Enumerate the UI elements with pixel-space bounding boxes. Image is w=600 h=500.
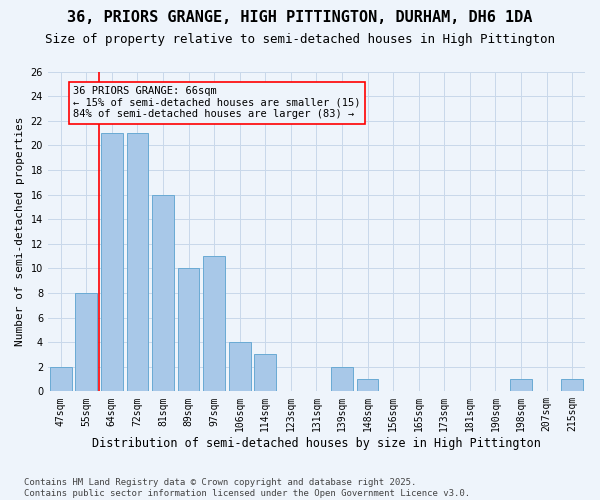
Bar bbox=[229, 342, 251, 392]
Bar bbox=[101, 133, 123, 392]
Bar bbox=[331, 366, 353, 392]
Bar bbox=[127, 133, 148, 392]
X-axis label: Distribution of semi-detached houses by size in High Pittington: Distribution of semi-detached houses by … bbox=[92, 437, 541, 450]
Bar bbox=[178, 268, 199, 392]
Text: Contains HM Land Registry data © Crown copyright and database right 2025.
Contai: Contains HM Land Registry data © Crown c… bbox=[24, 478, 470, 498]
Y-axis label: Number of semi-detached properties: Number of semi-detached properties bbox=[15, 116, 25, 346]
Text: Size of property relative to semi-detached houses in High Pittington: Size of property relative to semi-detach… bbox=[45, 32, 555, 46]
Bar bbox=[357, 379, 379, 392]
Bar bbox=[510, 379, 532, 392]
Text: 36, PRIORS GRANGE, HIGH PITTINGTON, DURHAM, DH6 1DA: 36, PRIORS GRANGE, HIGH PITTINGTON, DURH… bbox=[67, 10, 533, 25]
Bar bbox=[76, 293, 97, 392]
Bar bbox=[254, 354, 276, 392]
Bar bbox=[152, 194, 174, 392]
Bar bbox=[50, 366, 71, 392]
Text: 36 PRIORS GRANGE: 66sqm
← 15% of semi-detached houses are smaller (15)
84% of se: 36 PRIORS GRANGE: 66sqm ← 15% of semi-de… bbox=[73, 86, 361, 120]
Bar bbox=[203, 256, 225, 392]
Bar bbox=[562, 379, 583, 392]
